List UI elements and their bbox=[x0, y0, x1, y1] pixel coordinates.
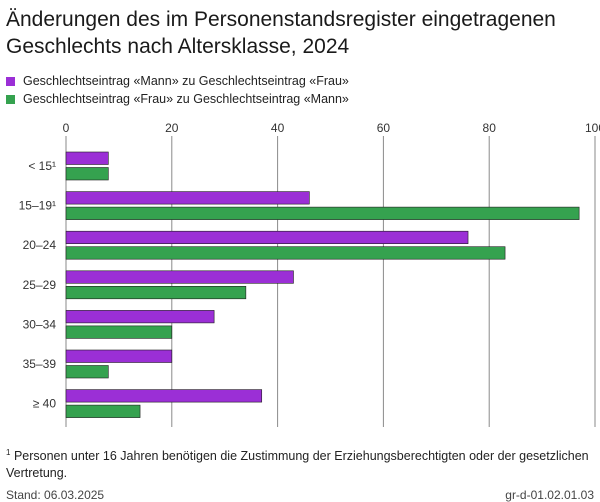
bar-mann-to-frau-0 bbox=[65, 151, 109, 165]
legend-label-mann-to-frau: Geschlechtseintrag «Mann» zu Geschlechts… bbox=[23, 74, 349, 88]
legend-swatch-frau-to-mann bbox=[6, 94, 15, 104]
bar-frau-to-mann-1 bbox=[65, 206, 580, 220]
y-category-label: 30–34 bbox=[23, 317, 57, 331]
bar-mann-to-frau-4 bbox=[65, 310, 215, 324]
x-tick-label-40: 40 bbox=[271, 121, 285, 135]
bar-mann-to-frau-5 bbox=[65, 349, 173, 363]
x-tick-label-0: 0 bbox=[63, 121, 70, 135]
bar-chart: 0 20 40 60 80 100 < 15¹ 15–19¹ 20–24 25–29 30–34 35… bbox=[19, 121, 600, 427]
bar-mann-to-frau-2 bbox=[65, 230, 469, 244]
y-category-label: 25–29 bbox=[23, 278, 57, 292]
source-line: Stand: 06.03.2025 gr-d-01.02.01.03 bbox=[6, 488, 594, 502]
bar-mann-to-frau-3 bbox=[65, 270, 294, 284]
legend-item-mann-to-frau: Geschlechtseintrag «Mann» zu Geschlechts… bbox=[6, 72, 349, 90]
x-tick-label-20: 20 bbox=[165, 121, 179, 135]
y-category-label: < 15¹ bbox=[28, 159, 56, 173]
bar-mann-to-frau-1 bbox=[65, 191, 310, 205]
legend-item-frau-to-mann: Geschlechtseintrag «Frau» zu Geschlechts… bbox=[6, 90, 349, 108]
footnote: 1 Personen unter 16 Jahren benötigen die… bbox=[6, 444, 594, 482]
bar-frau-to-mann-2 bbox=[65, 246, 506, 260]
bar-frau-to-mann-0 bbox=[65, 167, 109, 181]
legend-swatch-mann-to-frau bbox=[6, 76, 15, 86]
chart-legend: Geschlechtseintrag «Mann» zu Geschlechts… bbox=[6, 72, 349, 108]
bar-mann-to-frau-6 bbox=[65, 389, 263, 403]
footnote-marker: 1 bbox=[6, 448, 11, 457]
bar-frau-to-mann-4 bbox=[65, 325, 173, 339]
footnote-text: Personen unter 16 Jahren benötigen die Z… bbox=[6, 449, 589, 481]
bar-frau-to-mann-3 bbox=[65, 286, 247, 300]
y-category-label: 35–39 bbox=[23, 357, 57, 371]
x-tick-label-60: 60 bbox=[377, 121, 391, 135]
x-tick-label-100: 100 bbox=[585, 121, 600, 135]
chart-title: Änderungen des im Personenstandsregister… bbox=[6, 8, 556, 58]
y-category-label: 20–24 bbox=[23, 238, 57, 252]
data-status: Stand: 06.03.2025 bbox=[6, 488, 105, 502]
bar-frau-to-mann-5 bbox=[65, 365, 109, 379]
bar-frau-to-mann-6 bbox=[65, 404, 141, 418]
y-category-label: ≥ 40 bbox=[33, 397, 57, 411]
y-category-label: 15–19¹ bbox=[19, 199, 56, 213]
graphic-id: gr-d-01.02.01.03 bbox=[505, 488, 594, 502]
x-tick-label-80: 80 bbox=[483, 121, 497, 135]
legend-label-frau-to-mann: Geschlechtseintrag «Frau» zu Geschlechts… bbox=[23, 92, 349, 106]
